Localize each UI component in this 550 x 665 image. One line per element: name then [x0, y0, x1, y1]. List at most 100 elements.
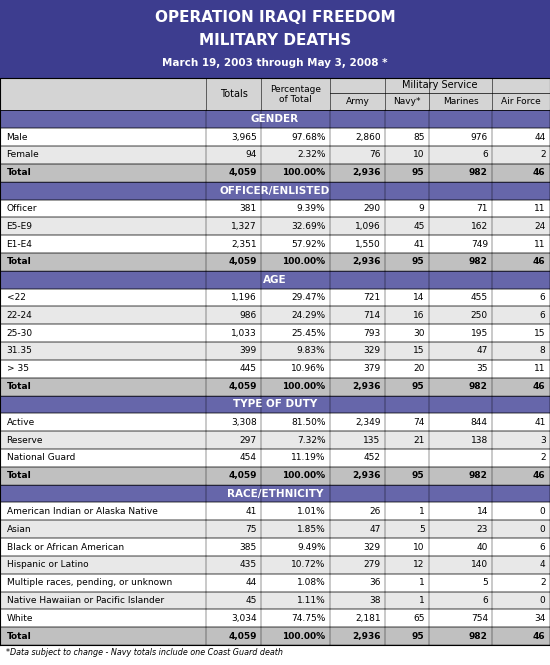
- Text: Multiple races, pending, or unknown: Multiple races, pending, or unknown: [7, 578, 172, 587]
- Bar: [0, 200, 550, 217]
- Text: 46: 46: [533, 168, 546, 178]
- Text: 2,936: 2,936: [352, 168, 381, 178]
- Bar: [0, 467, 550, 485]
- Bar: [0, 360, 550, 378]
- Bar: [0, 289, 550, 307]
- Text: 74.75%: 74.75%: [292, 614, 326, 623]
- Text: 100.00%: 100.00%: [283, 632, 326, 640]
- Text: 11: 11: [534, 364, 546, 373]
- Text: 41: 41: [534, 418, 546, 427]
- Text: 2,936: 2,936: [352, 632, 381, 640]
- Text: 3,034: 3,034: [231, 614, 257, 623]
- Text: 6: 6: [540, 293, 546, 302]
- Text: Air Force: Air Force: [501, 97, 541, 106]
- Bar: [0, 503, 550, 520]
- Text: 44: 44: [535, 132, 546, 142]
- Text: 2: 2: [540, 454, 546, 462]
- Text: Active: Active: [7, 418, 35, 427]
- Bar: [0, 271, 550, 289]
- Text: Total: Total: [7, 257, 31, 267]
- Text: 162: 162: [471, 221, 488, 231]
- Text: 10.96%: 10.96%: [291, 364, 326, 373]
- Text: 100.00%: 100.00%: [283, 257, 326, 267]
- Bar: [0, 342, 550, 360]
- Text: 2,936: 2,936: [352, 471, 381, 480]
- Bar: [0, 307, 550, 325]
- Text: 721: 721: [364, 293, 381, 302]
- Text: <22: <22: [7, 293, 25, 302]
- Text: 379: 379: [364, 364, 381, 373]
- Text: 85: 85: [413, 132, 425, 142]
- Text: 279: 279: [364, 561, 381, 569]
- Bar: [0, 574, 550, 592]
- Text: 982: 982: [469, 471, 488, 480]
- Text: 95: 95: [412, 168, 425, 178]
- Text: Totals: Totals: [220, 89, 248, 100]
- Text: 32.69%: 32.69%: [292, 221, 326, 231]
- Text: Military Service: Military Service: [402, 80, 478, 90]
- Text: 2,349: 2,349: [355, 418, 381, 427]
- Text: E1-E4: E1-E4: [7, 239, 32, 249]
- Text: Male: Male: [7, 132, 28, 142]
- Text: 29.47%: 29.47%: [292, 293, 326, 302]
- Text: 2,936: 2,936: [352, 257, 381, 267]
- Text: 982: 982: [469, 257, 488, 267]
- Text: 95: 95: [412, 382, 425, 391]
- Text: Marines: Marines: [443, 97, 478, 106]
- Text: 1: 1: [419, 578, 425, 587]
- Text: 81.50%: 81.50%: [291, 418, 326, 427]
- Bar: [0, 592, 550, 609]
- Text: > 35: > 35: [7, 364, 29, 373]
- Text: 290: 290: [364, 204, 381, 213]
- Text: 976: 976: [471, 132, 488, 142]
- Text: 986: 986: [240, 311, 257, 320]
- Text: 47: 47: [476, 346, 488, 356]
- Text: 1,327: 1,327: [231, 221, 257, 231]
- Text: Total: Total: [7, 471, 31, 480]
- Text: 100.00%: 100.00%: [283, 471, 326, 480]
- Text: 140: 140: [471, 561, 488, 569]
- Text: RACE/ETHNICITY: RACE/ETHNICITY: [227, 489, 323, 499]
- Bar: [0, 485, 550, 503]
- Text: 982: 982: [469, 382, 488, 391]
- Text: 297: 297: [240, 436, 257, 445]
- Text: *Data subject to change - Navy totals include one Coast Guard death: *Data subject to change - Navy totals in…: [6, 648, 283, 657]
- Text: OFFICER/ENLISTED: OFFICER/ENLISTED: [220, 186, 330, 196]
- Text: 38: 38: [369, 596, 381, 605]
- Bar: [0, 78, 550, 110]
- Bar: [0, 253, 550, 271]
- Text: 6: 6: [482, 596, 488, 605]
- Text: 35: 35: [476, 364, 488, 373]
- Text: 11: 11: [534, 239, 546, 249]
- Text: Asian: Asian: [7, 525, 31, 534]
- Text: 381: 381: [240, 204, 257, 213]
- Text: 982: 982: [469, 632, 488, 640]
- Text: 4,059: 4,059: [228, 168, 257, 178]
- Text: 2,936: 2,936: [352, 382, 381, 391]
- Text: 982: 982: [469, 168, 488, 178]
- Bar: [0, 182, 550, 200]
- Text: 10.72%: 10.72%: [292, 561, 326, 569]
- Bar: [0, 378, 550, 396]
- Text: 6: 6: [540, 543, 546, 551]
- Bar: [0, 431, 550, 449]
- Text: 754: 754: [471, 614, 488, 623]
- Bar: [0, 217, 550, 235]
- Text: 385: 385: [240, 543, 257, 551]
- Text: 24.29%: 24.29%: [292, 311, 326, 320]
- Text: 195: 195: [471, 329, 488, 338]
- Bar: [0, 235, 550, 253]
- Text: 4,059: 4,059: [228, 257, 257, 267]
- Text: 10: 10: [413, 543, 425, 551]
- Text: 11: 11: [534, 204, 546, 213]
- Text: 9.83%: 9.83%: [297, 346, 326, 356]
- Text: 15: 15: [413, 346, 425, 356]
- Text: 2,860: 2,860: [355, 132, 381, 142]
- Text: 452: 452: [364, 454, 381, 462]
- Text: 2.32%: 2.32%: [297, 150, 326, 160]
- Text: 1.11%: 1.11%: [297, 596, 326, 605]
- Text: March 19, 2003 through May 3, 2008 *: March 19, 2003 through May 3, 2008 *: [162, 58, 388, 68]
- Text: 95: 95: [412, 471, 425, 480]
- Text: 9.39%: 9.39%: [297, 204, 326, 213]
- Text: 75: 75: [245, 525, 257, 534]
